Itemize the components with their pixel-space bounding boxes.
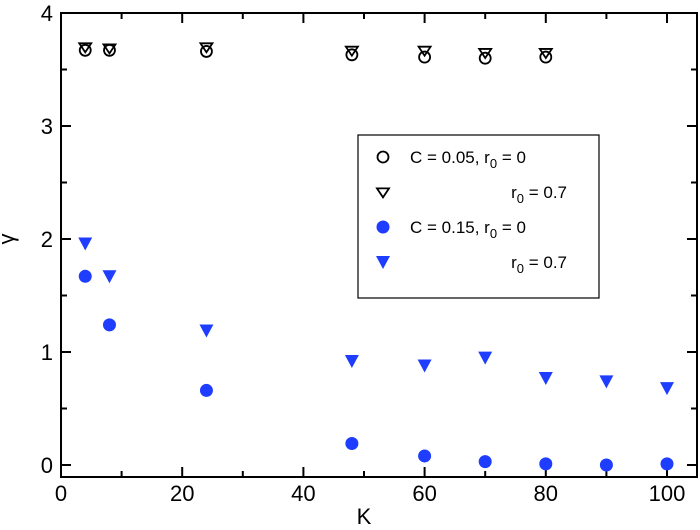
- marker-open-triangle: [77, 42, 93, 54]
- legend-label: r0 = 0.7: [511, 183, 567, 206]
- x-tick-label: 40: [291, 481, 315, 506]
- y-tick-label: 2: [41, 227, 53, 252]
- axis-ticks: 0 20 40 60 80 100 0 1 2 3 4: [41, 1, 697, 506]
- marker-filled-circle: [199, 383, 213, 397]
- marker-filled-circle: [345, 437, 359, 451]
- marker-filled-circle: [660, 457, 674, 471]
- plot-frame: [60, 12, 698, 478]
- y-tick-label: 0: [41, 453, 53, 478]
- marker-filled-circle: [599, 458, 613, 472]
- marker-open-triangle: [198, 42, 215, 54]
- legend-label: C = 0.15, r0 = 0: [410, 218, 526, 241]
- marker-filled-triangle: [417, 359, 432, 373]
- series: [78, 43, 553, 65]
- series: [77, 42, 554, 60]
- marker-open-triangle: [477, 48, 493, 60]
- x-axis-label: K: [357, 504, 372, 529]
- marker-open-circle: [78, 43, 92, 57]
- legend-label: C = 0.05, r0 = 0: [410, 148, 526, 171]
- marker-filled-triangle: [344, 355, 359, 369]
- marker-filled-triangle: [478, 351, 493, 365]
- series: [78, 269, 674, 472]
- marker-open-circle: [418, 50, 432, 64]
- marker-filled-circle: [376, 220, 390, 234]
- marker-open-circle: [200, 45, 213, 58]
- x-tick-label: 0: [55, 481, 67, 506]
- marker-open-circle: [478, 51, 492, 65]
- y-tick-label: 3: [41, 114, 53, 139]
- marker-filled-triangle: [538, 371, 553, 385]
- legend: C = 0.05, r0 = 0 r0 = 0.7 C = 0.15, r0 = 0…: [357, 134, 600, 299]
- marker-filled-circle: [539, 457, 553, 471]
- marker-filled-circle: [418, 449, 432, 463]
- marker-open-circle: [376, 150, 390, 164]
- y-axis-label: γ: [0, 234, 19, 245]
- marker-filled-circle: [78, 269, 92, 283]
- marker-open-triangle: [344, 45, 360, 58]
- y-tick-label: 4: [41, 1, 53, 26]
- marker-filled-circle: [102, 318, 116, 332]
- marker-filled-triangle: [376, 256, 390, 269]
- marker-open-triangle: [375, 187, 391, 200]
- marker-filled-circle: [478, 455, 492, 469]
- axes-box: [60, 12, 698, 478]
- legend-box: [357, 134, 600, 299]
- x-tick-label: 60: [412, 481, 436, 506]
- marker-open-circle: [539, 50, 553, 64]
- marker-filled-triangle: [199, 324, 214, 338]
- data-points: [77, 42, 674, 472]
- marker-filled-triangle: [599, 375, 614, 389]
- marker-filled-triangle: [78, 237, 93, 251]
- marker-filled-triangle: [102, 270, 117, 284]
- y-tick-label: 1: [41, 340, 53, 365]
- marker-filled-triangle: [660, 382, 674, 396]
- legend-label: r0 = 0.7: [511, 253, 567, 276]
- marker-open-triangle: [416, 45, 433, 58]
- x-tick-label: 100: [649, 481, 686, 506]
- marker-open-circle: [345, 48, 359, 62]
- x-tick-label: 20: [170, 481, 194, 506]
- series: [78, 237, 674, 396]
- marker-open-triangle: [538, 48, 554, 60]
- marker-open-triangle: [101, 43, 118, 56]
- x-tick-label: 80: [534, 481, 558, 506]
